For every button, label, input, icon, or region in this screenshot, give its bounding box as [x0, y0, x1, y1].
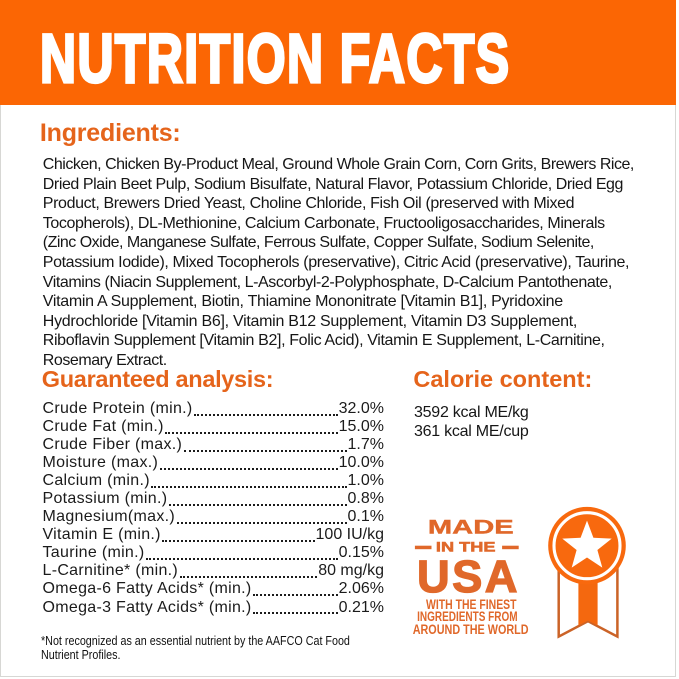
svg-text:USA: USA: [417, 551, 518, 602]
svg-text:IN THE: IN THE: [436, 538, 496, 554]
svg-text:INGREDIENTS FROM: INGREDIENTS FROM: [417, 609, 517, 625]
svg-text:MADE: MADE: [428, 516, 514, 538]
svg-text:AROUND THE WORLD: AROUND THE WORLD: [413, 622, 529, 638]
svg-text:WITH THE FINEST: WITH THE FINEST: [426, 597, 517, 613]
